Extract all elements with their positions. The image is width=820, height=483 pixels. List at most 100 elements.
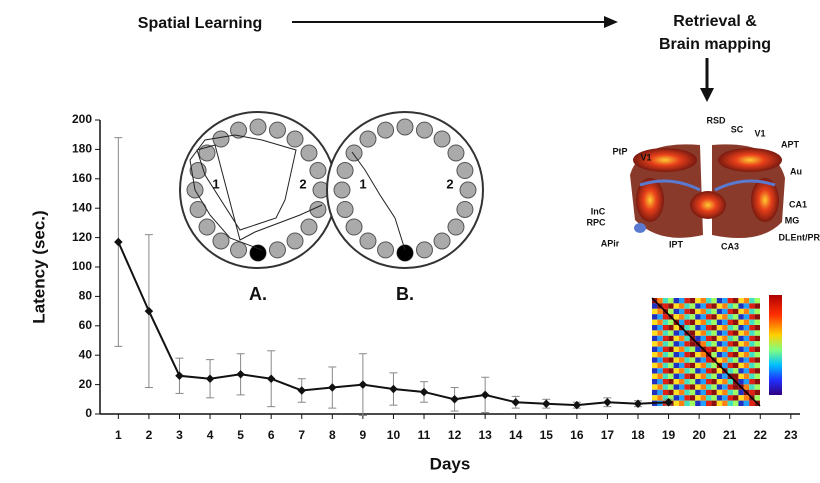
panel-label: B. <box>396 284 414 304</box>
matrix-cell <box>738 352 743 357</box>
matrix-cell <box>679 314 684 319</box>
matrix-cell <box>652 357 657 362</box>
matrix-cell <box>663 384 668 389</box>
matrix-cell <box>717 298 722 303</box>
matrix-cell <box>684 401 689 406</box>
matrix-cell <box>706 395 711 400</box>
matrix-cell <box>652 374 657 379</box>
matrix-cell <box>668 336 673 341</box>
matrix-cell <box>717 390 722 395</box>
matrix-cell <box>722 384 727 389</box>
matrix-cell <box>749 320 754 325</box>
matrix-cell <box>755 352 760 357</box>
matrix-cell <box>711 303 716 308</box>
matrix-cell <box>674 363 679 368</box>
matrix-cell <box>738 336 743 341</box>
matrix-cell <box>749 303 754 308</box>
matrix-cell <box>706 401 711 406</box>
matrix-cell <box>711 314 716 319</box>
maze-hole <box>199 219 215 235</box>
matrix-cell <box>701 336 706 341</box>
matrix-cell <box>749 379 754 384</box>
matrix-cell <box>684 390 689 395</box>
matrix-cell <box>717 401 722 406</box>
matrix-cell <box>722 352 727 357</box>
matrix-cell <box>733 320 738 325</box>
matrix-cell <box>717 379 722 384</box>
matrix-cell <box>674 347 679 352</box>
matrix-cell <box>695 368 700 373</box>
matrix-cell <box>674 303 679 308</box>
matrix-cell <box>755 336 760 341</box>
maze-hole <box>448 145 464 161</box>
matrix-cell <box>652 395 657 400</box>
matrix-cell <box>749 352 754 357</box>
matrix-cell <box>722 303 727 308</box>
matrix-cell <box>668 357 673 362</box>
matrix-cell <box>755 395 760 400</box>
matrix-cell <box>738 309 743 314</box>
matrix-cell <box>690 314 695 319</box>
matrix-cell <box>701 330 706 335</box>
matrix-cell <box>674 401 679 406</box>
matrix-cell <box>695 390 700 395</box>
matrix-cell <box>674 395 679 400</box>
matrix-cell <box>733 352 738 357</box>
matrix-cell <box>722 320 727 325</box>
correlation-matrix <box>652 298 760 406</box>
matrix-cell <box>690 309 695 314</box>
matrix-cell <box>738 341 743 346</box>
matrix-cell <box>728 314 733 319</box>
matrix-cell <box>674 368 679 373</box>
matrix-cell <box>711 341 716 346</box>
matrix-cell <box>684 352 689 357</box>
matrix-cell <box>690 384 695 389</box>
matrix-cell <box>738 314 743 319</box>
brain-label: MG <box>785 215 800 225</box>
matrix-cell <box>717 357 722 362</box>
maze-hole <box>287 131 303 147</box>
matrix-cell <box>744 330 749 335</box>
matrix-cell <box>701 384 706 389</box>
matrix-cell <box>690 379 695 384</box>
matrix-cell <box>679 357 684 362</box>
data-point <box>359 380 367 388</box>
matrix-cell <box>679 320 684 325</box>
matrix-cell <box>701 363 706 368</box>
y-tick-label: 0 <box>85 406 92 420</box>
matrix-cell <box>668 303 673 308</box>
matrix-cell <box>749 330 754 335</box>
matrix-cell <box>652 363 657 368</box>
arrow-head <box>700 88 714 102</box>
matrix-cell <box>684 395 689 400</box>
data-point <box>267 374 275 382</box>
x-tick-label: 3 <box>176 428 183 442</box>
matrix-cell <box>717 341 722 346</box>
matrix-cell <box>652 320 657 325</box>
matrix-cell <box>701 374 706 379</box>
matrix-cell <box>728 341 733 346</box>
matrix-cell <box>663 368 668 373</box>
matrix-cell <box>690 390 695 395</box>
matrix-cell <box>663 363 668 368</box>
matrix-cell <box>679 347 684 352</box>
matrix-cell <box>728 298 733 303</box>
brain-label: APT <box>781 139 800 149</box>
matrix-cell <box>728 303 733 308</box>
matrix-cell <box>657 352 662 357</box>
matrix-cell <box>744 347 749 352</box>
matrix-cell <box>663 379 668 384</box>
matrix-cell <box>744 298 749 303</box>
brain-label: IPT <box>669 239 684 249</box>
matrix-cell <box>663 357 668 362</box>
x-tick-label: 21 <box>723 428 737 442</box>
y-tick-label: 100 <box>72 259 92 273</box>
matrix-cell <box>684 374 689 379</box>
matrix-cell <box>722 401 727 406</box>
matrix-cell <box>690 363 695 368</box>
matrix-cell <box>711 336 716 341</box>
matrix-cell <box>733 341 738 346</box>
maze-label: 1 <box>212 176 219 191</box>
data-point <box>389 385 397 393</box>
matrix-cell <box>679 352 684 357</box>
